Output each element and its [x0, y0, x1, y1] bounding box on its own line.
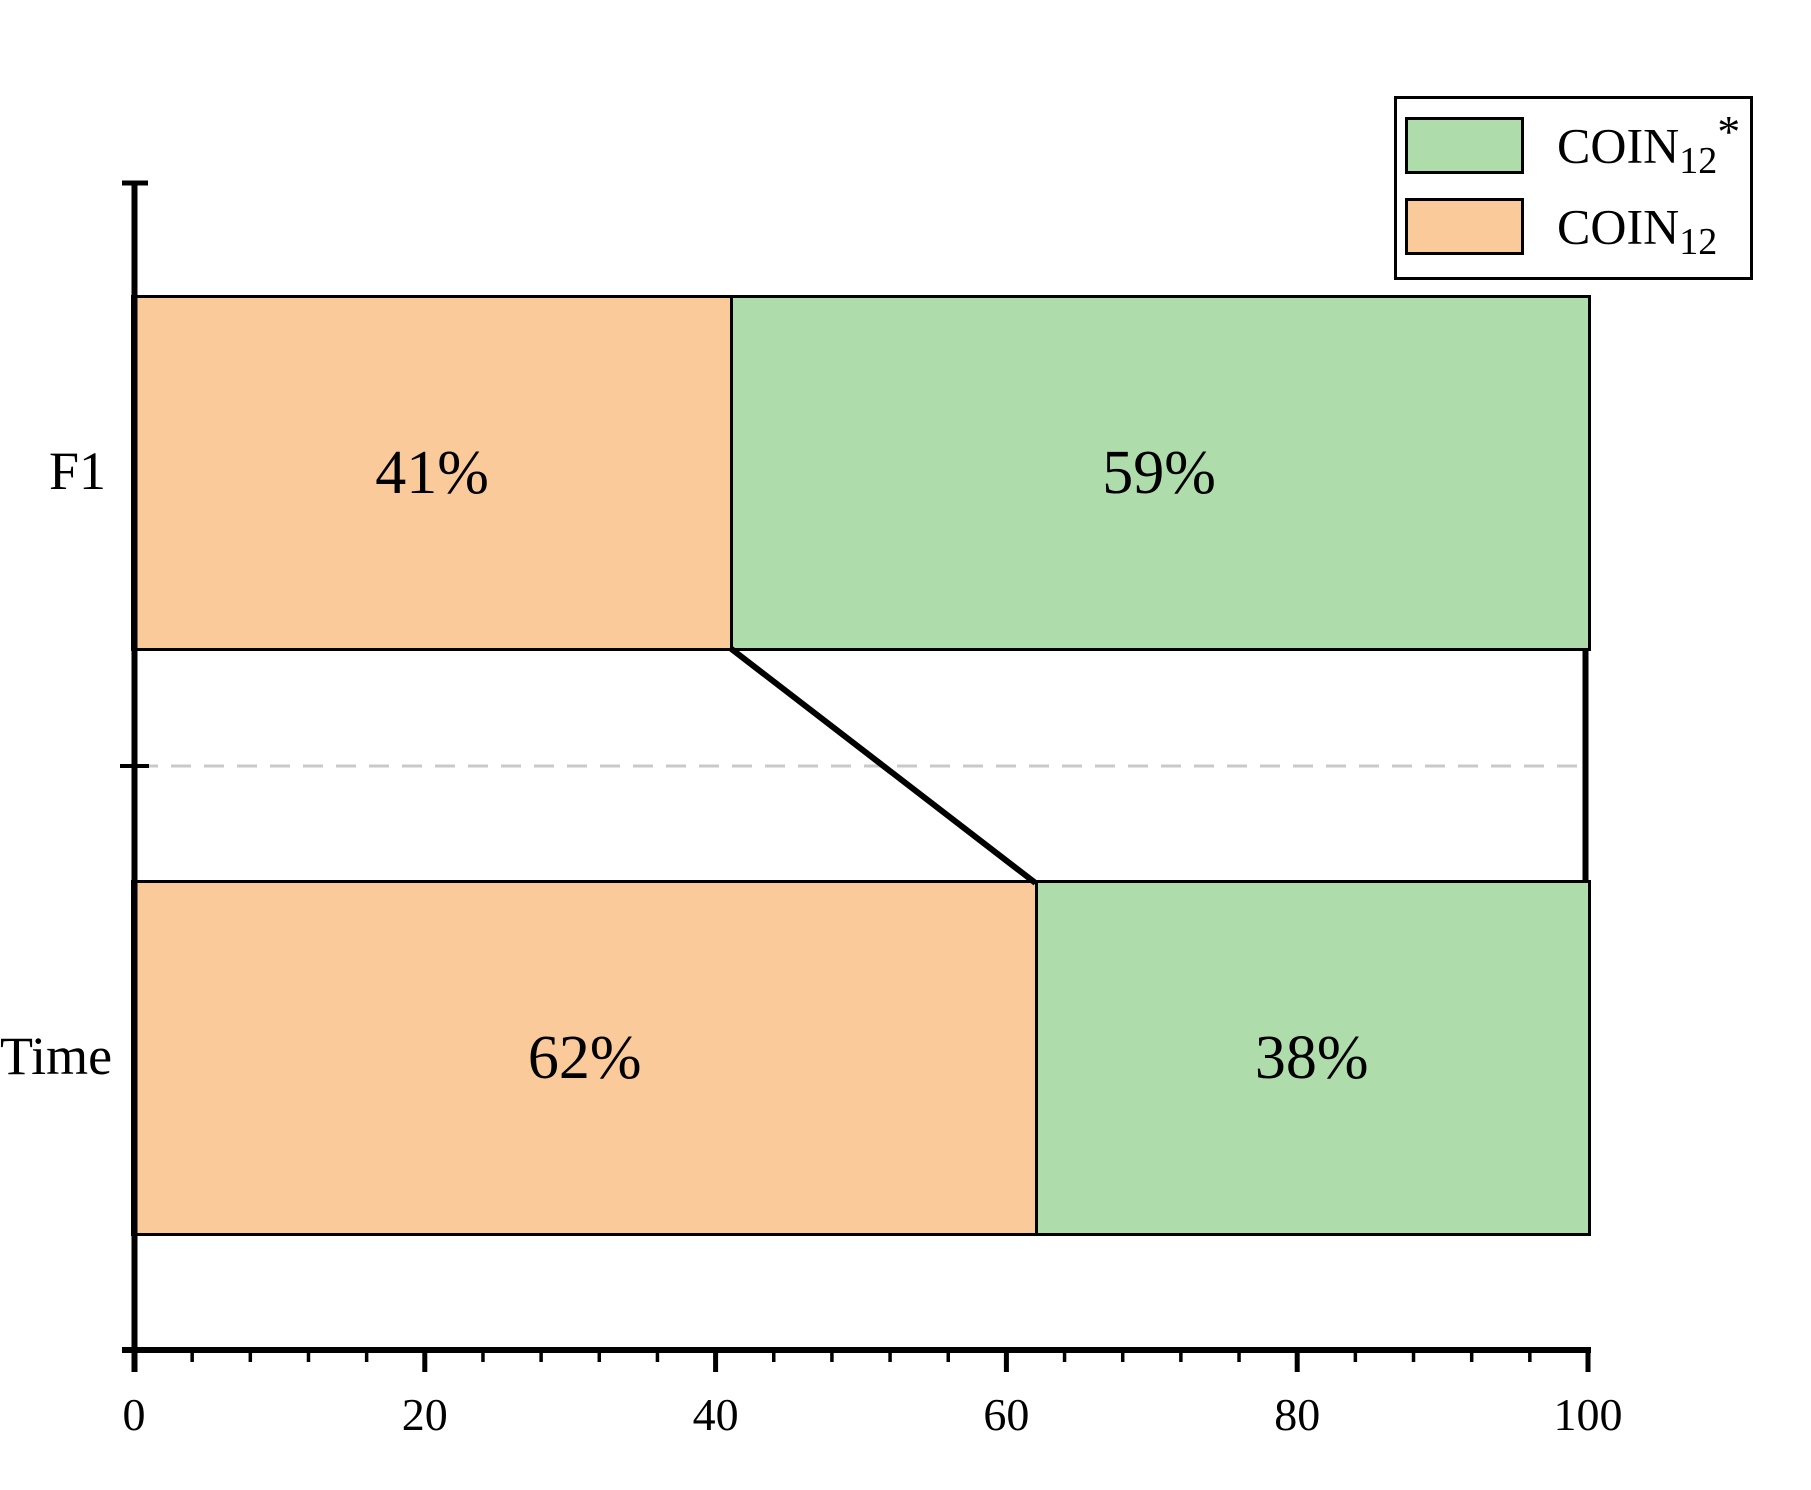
segment-label-coin12*-f1: 59%	[1102, 439, 1216, 507]
x-tick-label-100: 100	[1553, 1389, 1623, 1440]
legend-label-0-sup: *	[1717, 105, 1741, 157]
legend-label-0: COIN12*	[1557, 105, 1741, 183]
legend-label-0-sub: 12	[1679, 140, 1718, 183]
segment-coin12-time	[134, 883, 1036, 1233]
x-tick-label-20: 20	[401, 1389, 448, 1440]
category-label-time: Time	[0, 1025, 113, 1086]
legend-label-1-sub: 12	[1679, 221, 1718, 264]
bar-time	[131, 880, 1591, 1236]
segment-label-coin12-time: 62%	[527, 1024, 642, 1092]
category-label-f1: F1	[48, 440, 106, 501]
legend-label-0-base: COIN	[1557, 117, 1680, 174]
legend-swatch-0	[1405, 117, 1524, 174]
segment-coin12-f1	[134, 298, 731, 648]
legend: COIN12* COIN12	[1394, 96, 1753, 280]
segment-coin12*-f1	[730, 298, 1588, 648]
legend-label-1-base: COIN	[1557, 198, 1680, 255]
x-tick-label-80: 80	[1274, 1389, 1321, 1440]
x-tick-label-40: 40	[692, 1389, 739, 1440]
legend-label-1: COIN12	[1557, 190, 1718, 264]
segment-label-coin12-f1: 41%	[375, 439, 489, 507]
segment-coin12*-time	[1035, 883, 1588, 1233]
x-tick-label-0: 0	[122, 1389, 146, 1440]
x-tick-label-60: 60	[983, 1389, 1030, 1440]
segment-label-coin12*-time: 38%	[1254, 1024, 1369, 1092]
bar-f1	[131, 295, 1591, 651]
legend-swatch-1	[1405, 198, 1524, 255]
connector-line-left	[728, 645, 1038, 886]
